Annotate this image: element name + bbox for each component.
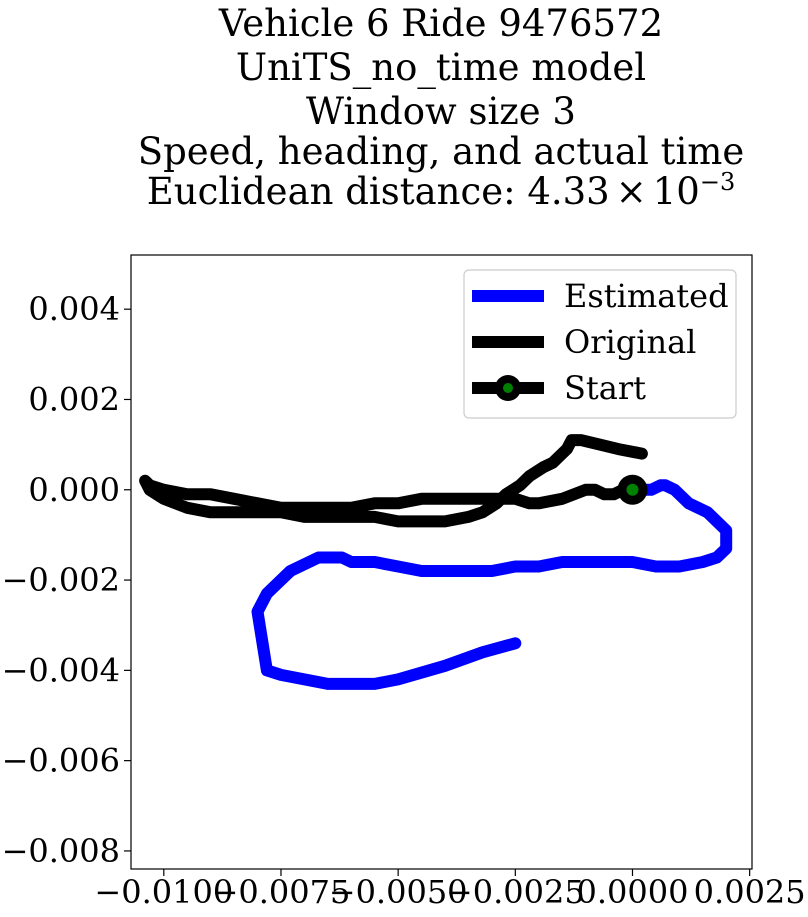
title-distance-times: × [616,170,647,213]
x-tick-label: −0.0100 [94,873,233,911]
y-tick-label: −0.006 [2,742,120,780]
x-tick-label: −0.0050 [329,873,468,911]
title-line-5: Euclidean distance: 4.33 × 10−3 [147,168,735,213]
chart-title: Vehicle 6 Ride 9476572 UniTS_no_time mod… [138,2,745,213]
title-line-4: Speed, heading, and actual time [138,130,745,173]
y-tick-label: −0.004 [2,651,120,689]
title-distance-mantissa: 4.33 [527,170,609,213]
title-line-3: Window size 3 [306,90,576,133]
series-layer [139,434,733,690]
y-tick-label: −0.008 [2,832,120,870]
y-axis: 0.004 0.002 0.000 −0.002 −0.004 −0.006 −0.008 [2,290,131,870]
series-line-estimated [251,479,733,690]
x-tick-label: 0.0025 [694,873,806,911]
x-tick-label: −0.0025 [446,873,585,911]
legend: Estimated Original Start [463,269,737,419]
title-distance-exponent: −3 [700,168,735,196]
x-tick-label: −0.0075 [212,873,351,911]
title-distance-label: Euclidean distance: [147,170,528,213]
title-line-1: Vehicle 6 Ride 9476572 [218,2,663,45]
y-tick-label: 0.000 [28,471,120,509]
legend-label-original: Original [564,323,696,361]
legend-marker-start-face [503,383,513,393]
legend-label-estimated: Estimated [564,277,729,315]
x-tick-label: 0.0000 [577,873,689,911]
axes-spines [130,254,753,870]
y-tick-label: 0.004 [28,290,120,328]
y-tick-label: −0.002 [2,561,120,599]
legend-box [463,269,737,419]
start-marker-face [626,483,639,496]
y-tick-label: 0.002 [28,380,120,418]
title-line-2: UniTS_no_time model [236,46,646,90]
title-distance-base: 10 [653,170,700,213]
series-line-original [139,434,648,528]
legend-label-start: Start [564,369,646,407]
